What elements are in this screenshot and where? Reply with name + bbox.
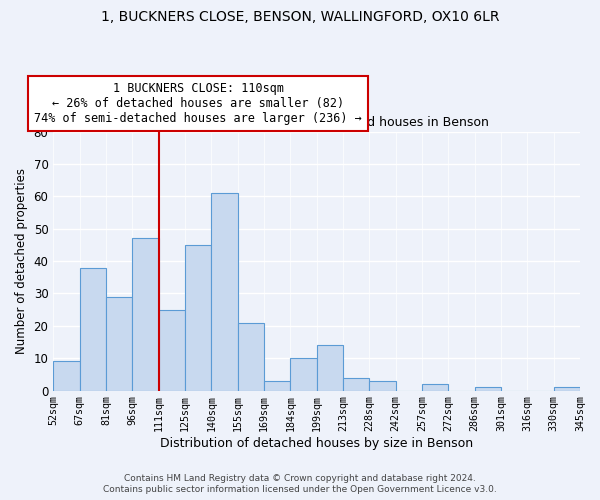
Bar [53,362,80,390]
Text: 1 BUCKNERS CLOSE: 110sqm
← 26% of detached houses are smaller (82)
74% of semi-d: 1 BUCKNERS CLOSE: 110sqm ← 26% of detach… [34,82,362,125]
Text: Contains HM Land Registry data © Crown copyright and database right 2024.
Contai: Contains HM Land Registry data © Crown c… [103,474,497,494]
Bar [370,381,395,390]
Bar [422,384,448,390]
Bar [80,268,106,390]
Bar [290,358,317,390]
Bar [158,310,185,390]
Bar [475,388,501,390]
Bar [132,238,158,390]
Bar [211,193,238,390]
Bar [317,346,343,391]
Y-axis label: Number of detached properties: Number of detached properties [15,168,28,354]
Bar [185,245,211,390]
Bar [106,296,132,390]
Title: Size of property relative to detached houses in Benson: Size of property relative to detached ho… [145,116,488,129]
Bar [238,322,264,390]
Text: 1, BUCKNERS CLOSE, BENSON, WALLINGFORD, OX10 6LR: 1, BUCKNERS CLOSE, BENSON, WALLINGFORD, … [101,10,499,24]
Bar [343,378,370,390]
X-axis label: Distribution of detached houses by size in Benson: Distribution of detached houses by size … [160,437,473,450]
Bar [554,388,580,390]
Bar [264,381,290,390]
